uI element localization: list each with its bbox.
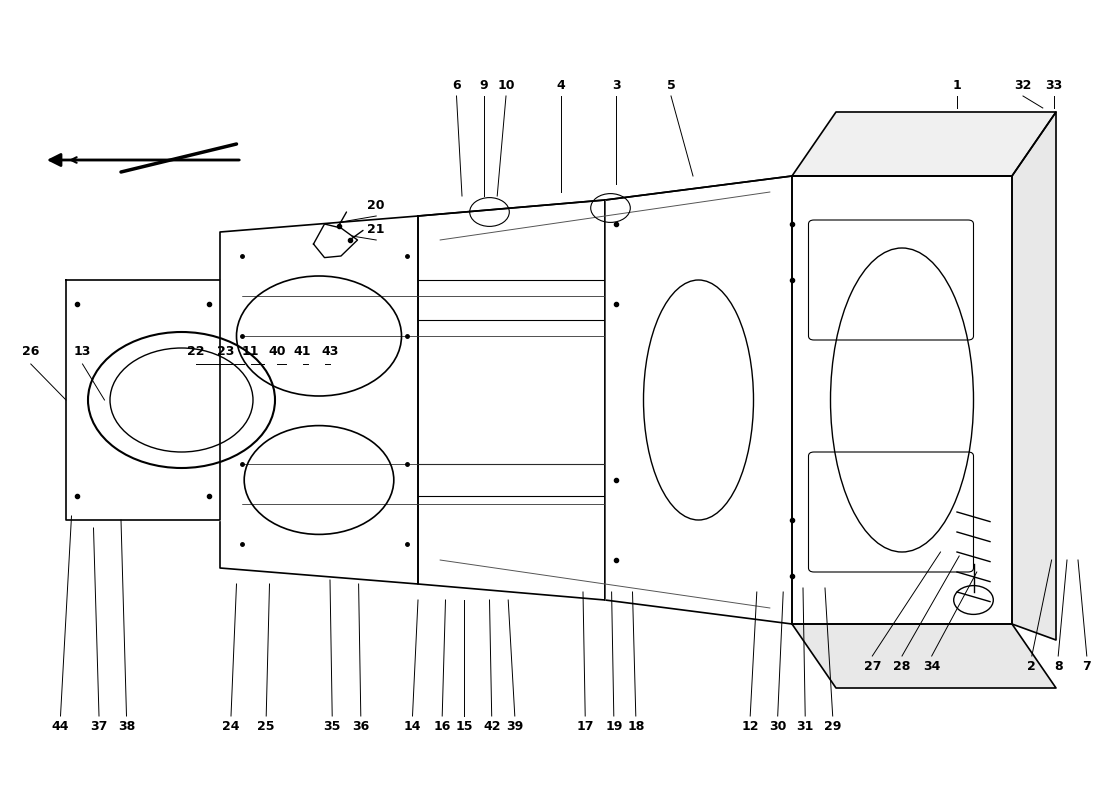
Text: 1: 1	[953, 79, 961, 92]
Text: 37: 37	[90, 720, 108, 733]
Text: 20: 20	[367, 199, 385, 212]
Text: 38: 38	[118, 720, 135, 733]
Text: 4: 4	[557, 79, 565, 92]
Text: 14: 14	[404, 720, 421, 733]
Polygon shape	[1012, 112, 1056, 640]
Text: 17: 17	[576, 720, 594, 733]
Text: 8: 8	[1054, 660, 1063, 673]
Text: 42: 42	[483, 720, 500, 733]
Text: 3: 3	[612, 79, 620, 92]
Text: 28: 28	[893, 660, 911, 673]
Text: 10: 10	[497, 79, 515, 92]
Polygon shape	[66, 280, 220, 520]
Text: 21: 21	[367, 223, 385, 236]
Text: 5: 5	[667, 79, 675, 92]
Text: 22: 22	[187, 345, 205, 358]
Text: eurospares: eurospares	[516, 550, 848, 602]
Text: 44: 44	[52, 720, 69, 733]
Text: 13: 13	[74, 345, 91, 358]
Text: 40: 40	[268, 345, 286, 358]
Text: 19: 19	[605, 720, 623, 733]
Text: 27: 27	[864, 660, 881, 673]
Text: 26: 26	[22, 345, 40, 358]
Text: 23: 23	[217, 345, 234, 358]
Text: 16: 16	[433, 720, 451, 733]
Text: 18: 18	[627, 720, 645, 733]
Text: 32: 32	[1014, 79, 1032, 92]
Text: 6: 6	[452, 79, 461, 92]
Text: 15: 15	[455, 720, 473, 733]
Text: 39: 39	[506, 720, 524, 733]
Text: 33: 33	[1045, 79, 1063, 92]
Text: 11: 11	[242, 345, 260, 358]
Text: eurospares: eurospares	[142, 278, 474, 330]
Text: 34: 34	[923, 660, 940, 673]
Text: 35: 35	[323, 720, 341, 733]
Polygon shape	[418, 200, 605, 600]
Polygon shape	[220, 216, 418, 584]
Text: 41: 41	[294, 345, 311, 358]
Text: 9: 9	[480, 79, 488, 92]
Text: 25: 25	[257, 720, 275, 733]
Text: 2: 2	[1027, 660, 1036, 673]
Polygon shape	[792, 112, 1056, 176]
Text: 29: 29	[824, 720, 842, 733]
Polygon shape	[792, 624, 1056, 688]
Text: 7: 7	[1082, 660, 1091, 673]
Text: 24: 24	[222, 720, 240, 733]
Text: 30: 30	[769, 720, 786, 733]
Polygon shape	[792, 176, 1012, 624]
Text: 31: 31	[796, 720, 814, 733]
Text: 12: 12	[741, 720, 759, 733]
Polygon shape	[605, 176, 792, 624]
Text: 43: 43	[321, 345, 339, 358]
Text: 36: 36	[352, 720, 370, 733]
